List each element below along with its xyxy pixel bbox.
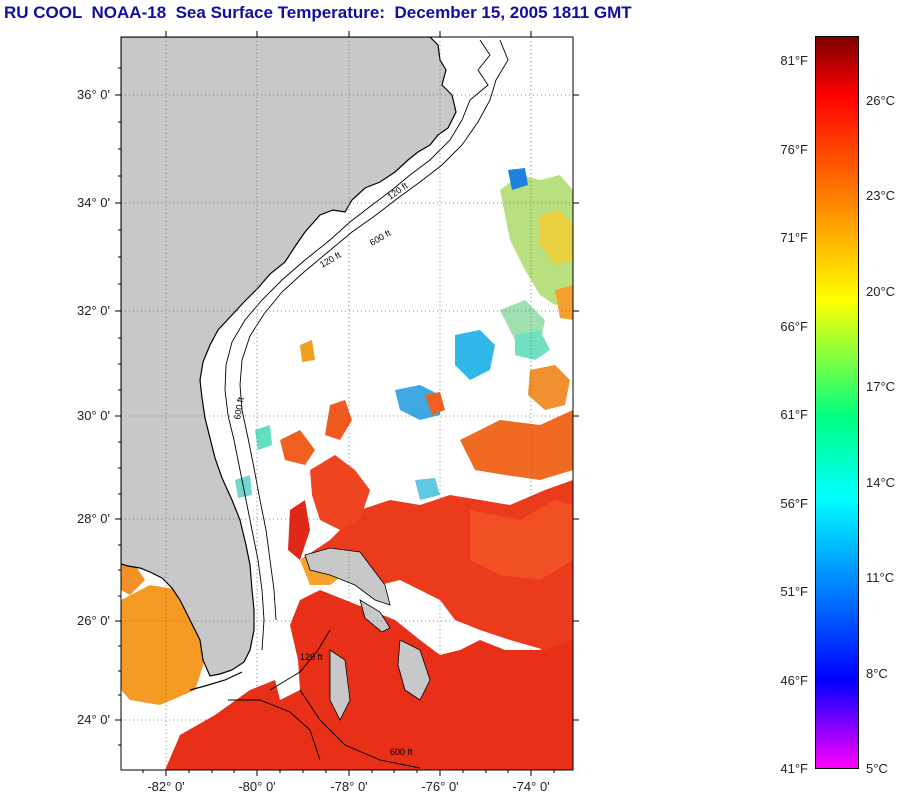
lat-label-34: 34° 0' bbox=[77, 195, 110, 210]
colorbar-c-5: 5°C bbox=[866, 761, 888, 776]
lat-label-30: 30° 0' bbox=[77, 408, 110, 423]
map-frame bbox=[120, 36, 574, 771]
colorbar-f-46: 46°F bbox=[780, 673, 808, 688]
colorbar-f-76: 76°F bbox=[780, 142, 808, 157]
lat-label-24: 24° 0' bbox=[77, 712, 110, 727]
sst-colorbar bbox=[815, 36, 859, 769]
colorbar-c-11: 11°C bbox=[866, 570, 895, 585]
colorbar-f-71: 71°F bbox=[780, 230, 808, 245]
contour-label-120-c: 120 ft bbox=[300, 652, 323, 662]
axis-ticks bbox=[115, 31, 579, 776]
lon-label-82: -82° 0' bbox=[147, 779, 185, 794]
lat-label-32: 32° 0' bbox=[77, 303, 110, 318]
colorbar-c-14: 14°C bbox=[866, 475, 896, 490]
lon-label-80: -80° 0' bbox=[238, 779, 276, 794]
colorbar-c-17: 17°C bbox=[866, 379, 896, 394]
colorbar-f-56: 56°F bbox=[780, 496, 808, 511]
lat-label-28: 28° 0' bbox=[77, 511, 110, 526]
lat-label-36: 36° 0' bbox=[77, 87, 110, 102]
colorbar-f-81: 81°F bbox=[780, 53, 808, 68]
colorbar-f-66: 66°F bbox=[780, 319, 808, 334]
colorbar-c-23: 23°C bbox=[866, 188, 896, 203]
graticule bbox=[121, 37, 573, 770]
contour-label-600-b: 600 ft bbox=[232, 396, 246, 420]
sst-map: 120 ft 600 ft 120 ft 600 ft 120 ft 600 f… bbox=[115, 31, 579, 776]
us-mainland bbox=[121, 37, 457, 677]
colorbar-f-41: 41°F bbox=[780, 761, 808, 776]
lon-label-78: -78° 0' bbox=[330, 779, 368, 794]
lon-label-76: -76° 0' bbox=[421, 779, 459, 794]
contour-label-600-c: 600 ft bbox=[390, 747, 413, 757]
colorbar-f-61: 61°F bbox=[780, 407, 808, 422]
colorbar-c-26: 26°C bbox=[866, 93, 896, 108]
isobath-contours bbox=[224, 39, 509, 769]
lon-label-74: -74° 0' bbox=[512, 779, 550, 794]
bahamas-islands bbox=[304, 547, 431, 721]
map-title: RU COOL NOAA-18 Sea Surface Temperature:… bbox=[4, 3, 632, 22]
colorbar-c-20: 20°C bbox=[866, 284, 896, 299]
sst-patches bbox=[121, 168, 573, 770]
colorbar-f-51: 51°F bbox=[780, 584, 808, 599]
colorbar-c-8: 8°C bbox=[866, 666, 888, 681]
lat-label-26: 26° 0' bbox=[77, 613, 110, 628]
